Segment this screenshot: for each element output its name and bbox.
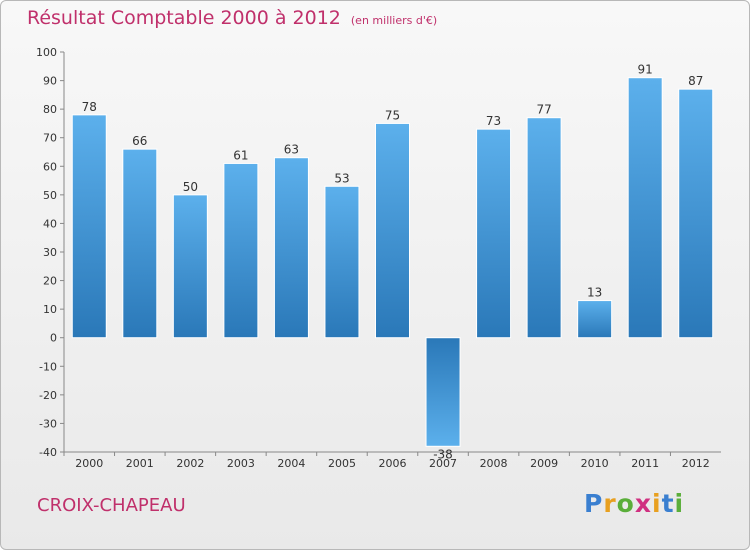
x-tick-label: 2005 [328,457,356,470]
chart-title: Résultat Comptable 2000 à 2012 (en millie… [27,7,437,29]
bar [122,148,158,339]
logo-letter: P [584,489,604,518]
x-tick-label: 2010 [581,457,609,470]
chart-subtitle: (en milliers d'€) [350,14,438,27]
y-tick-label: 50 [43,189,57,202]
y-tick-label: 40 [43,217,57,230]
bar [678,88,714,339]
data-label: -38 [433,447,453,461]
bar [526,117,562,339]
bars [71,77,714,447]
x-tick-label: 2007 [429,457,457,470]
data-label: 91 [638,63,653,77]
logo-letter: o [616,489,635,518]
x-tick-label: 2006 [379,457,407,470]
data-label: 61 [233,148,248,162]
data-label: 75 [385,108,400,122]
y-tick-label: 0 [50,332,57,345]
x-tick-label: 2004 [277,457,305,470]
data-label: 13 [587,286,602,300]
logo-letter: i [652,489,662,518]
y-tick-label: 90 [43,75,57,88]
y-tick-label: -40 [39,446,57,459]
proxiti-logo: Proxiti [584,489,684,518]
bar [375,122,410,339]
data-label: 73 [486,114,501,128]
bar [577,300,613,339]
chart-title-text: Résultat Comptable 2000 à 2012 [27,7,341,29]
x-tick-label: 2009 [530,457,558,470]
data-label: 87 [688,74,703,88]
bar [627,77,663,339]
logo-letter: i [674,489,685,518]
y-tick-label: 60 [43,160,57,173]
data-label: 77 [536,103,551,117]
data-label: 53 [334,171,349,185]
y-tick-label: -30 [39,417,57,430]
y-tick-label: 80 [43,103,57,116]
bar [223,162,259,339]
x-tick-label: 2001 [126,457,154,470]
y-tick-label: 20 [43,275,57,288]
logo-letter: t [661,489,675,518]
x-tick-label: 2000 [75,457,103,470]
logo-letter: x [634,489,652,518]
x-tick-label: 2008 [480,457,508,470]
logo-letter: r [603,489,617,518]
y-tick-label: -10 [39,360,57,373]
data-label: 78 [82,100,97,114]
bar [71,114,107,339]
x-tick-label: 2012 [682,457,710,470]
x-tick-label: 2011 [631,457,659,470]
y-tick-label: 100 [36,46,57,59]
data-label: 63 [284,143,299,157]
bar [172,194,208,339]
bar [324,185,360,339]
y-tick-label: 10 [43,303,57,316]
y-tick-label: 70 [43,132,57,145]
data-label: 50 [183,180,198,194]
bar [476,128,512,339]
bar [425,337,461,447]
data-labels: 78 66 50 61 63 53 75 -38 73 77 13 91 87 [82,63,704,462]
x-tick-label: 2002 [176,457,204,470]
y-tick-label: -20 [39,389,57,402]
region-name: CROIX-CHAPEAU [37,495,186,516]
bar [273,157,309,339]
x-tick-label: 2003 [227,457,255,470]
y-tick-label: 30 [43,246,57,259]
data-label: 66 [132,134,147,148]
